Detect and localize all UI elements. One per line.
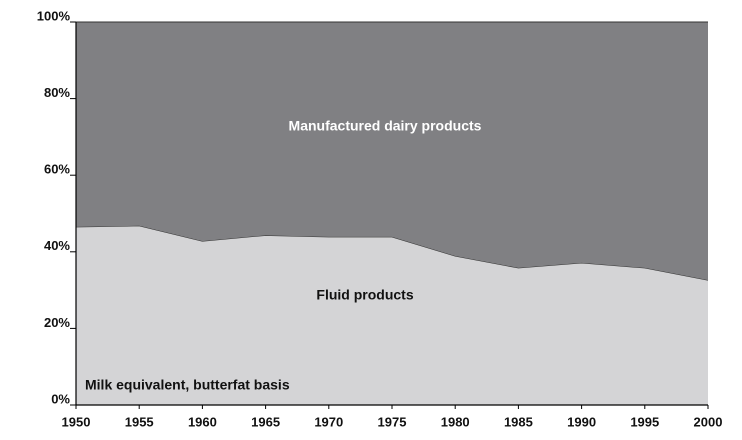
x-tick-label: 1990 [567, 414, 596, 429]
x-tick-label: 1965 [251, 414, 280, 429]
x-tick-label: 1970 [314, 414, 343, 429]
x-tick-label: 2000 [694, 414, 723, 429]
x-tick-label: 1980 [441, 414, 470, 429]
y-tick-label: 60% [44, 162, 70, 177]
series-label: Manufactured dairy products [289, 118, 482, 134]
x-tick-label: 1950 [62, 414, 91, 429]
x-tick-label: 1985 [504, 414, 533, 429]
x-tick-label: 1960 [188, 414, 217, 429]
y-tick-label: 0% [51, 391, 70, 406]
y-tick-label: 100% [37, 8, 71, 23]
y-tick-label: 40% [44, 238, 70, 253]
area [76, 225, 708, 405]
y-tick-label: 20% [44, 315, 70, 330]
annotation: Milk equivalent, butterfat basis [85, 377, 290, 393]
x-tick-label: 1995 [630, 414, 659, 429]
x-tick-label: 1955 [125, 414, 154, 429]
series-label: Fluid products [316, 287, 413, 303]
x-tick-label: 1975 [378, 414, 407, 429]
y-tick-label: 80% [44, 85, 70, 100]
area [76, 22, 708, 281]
